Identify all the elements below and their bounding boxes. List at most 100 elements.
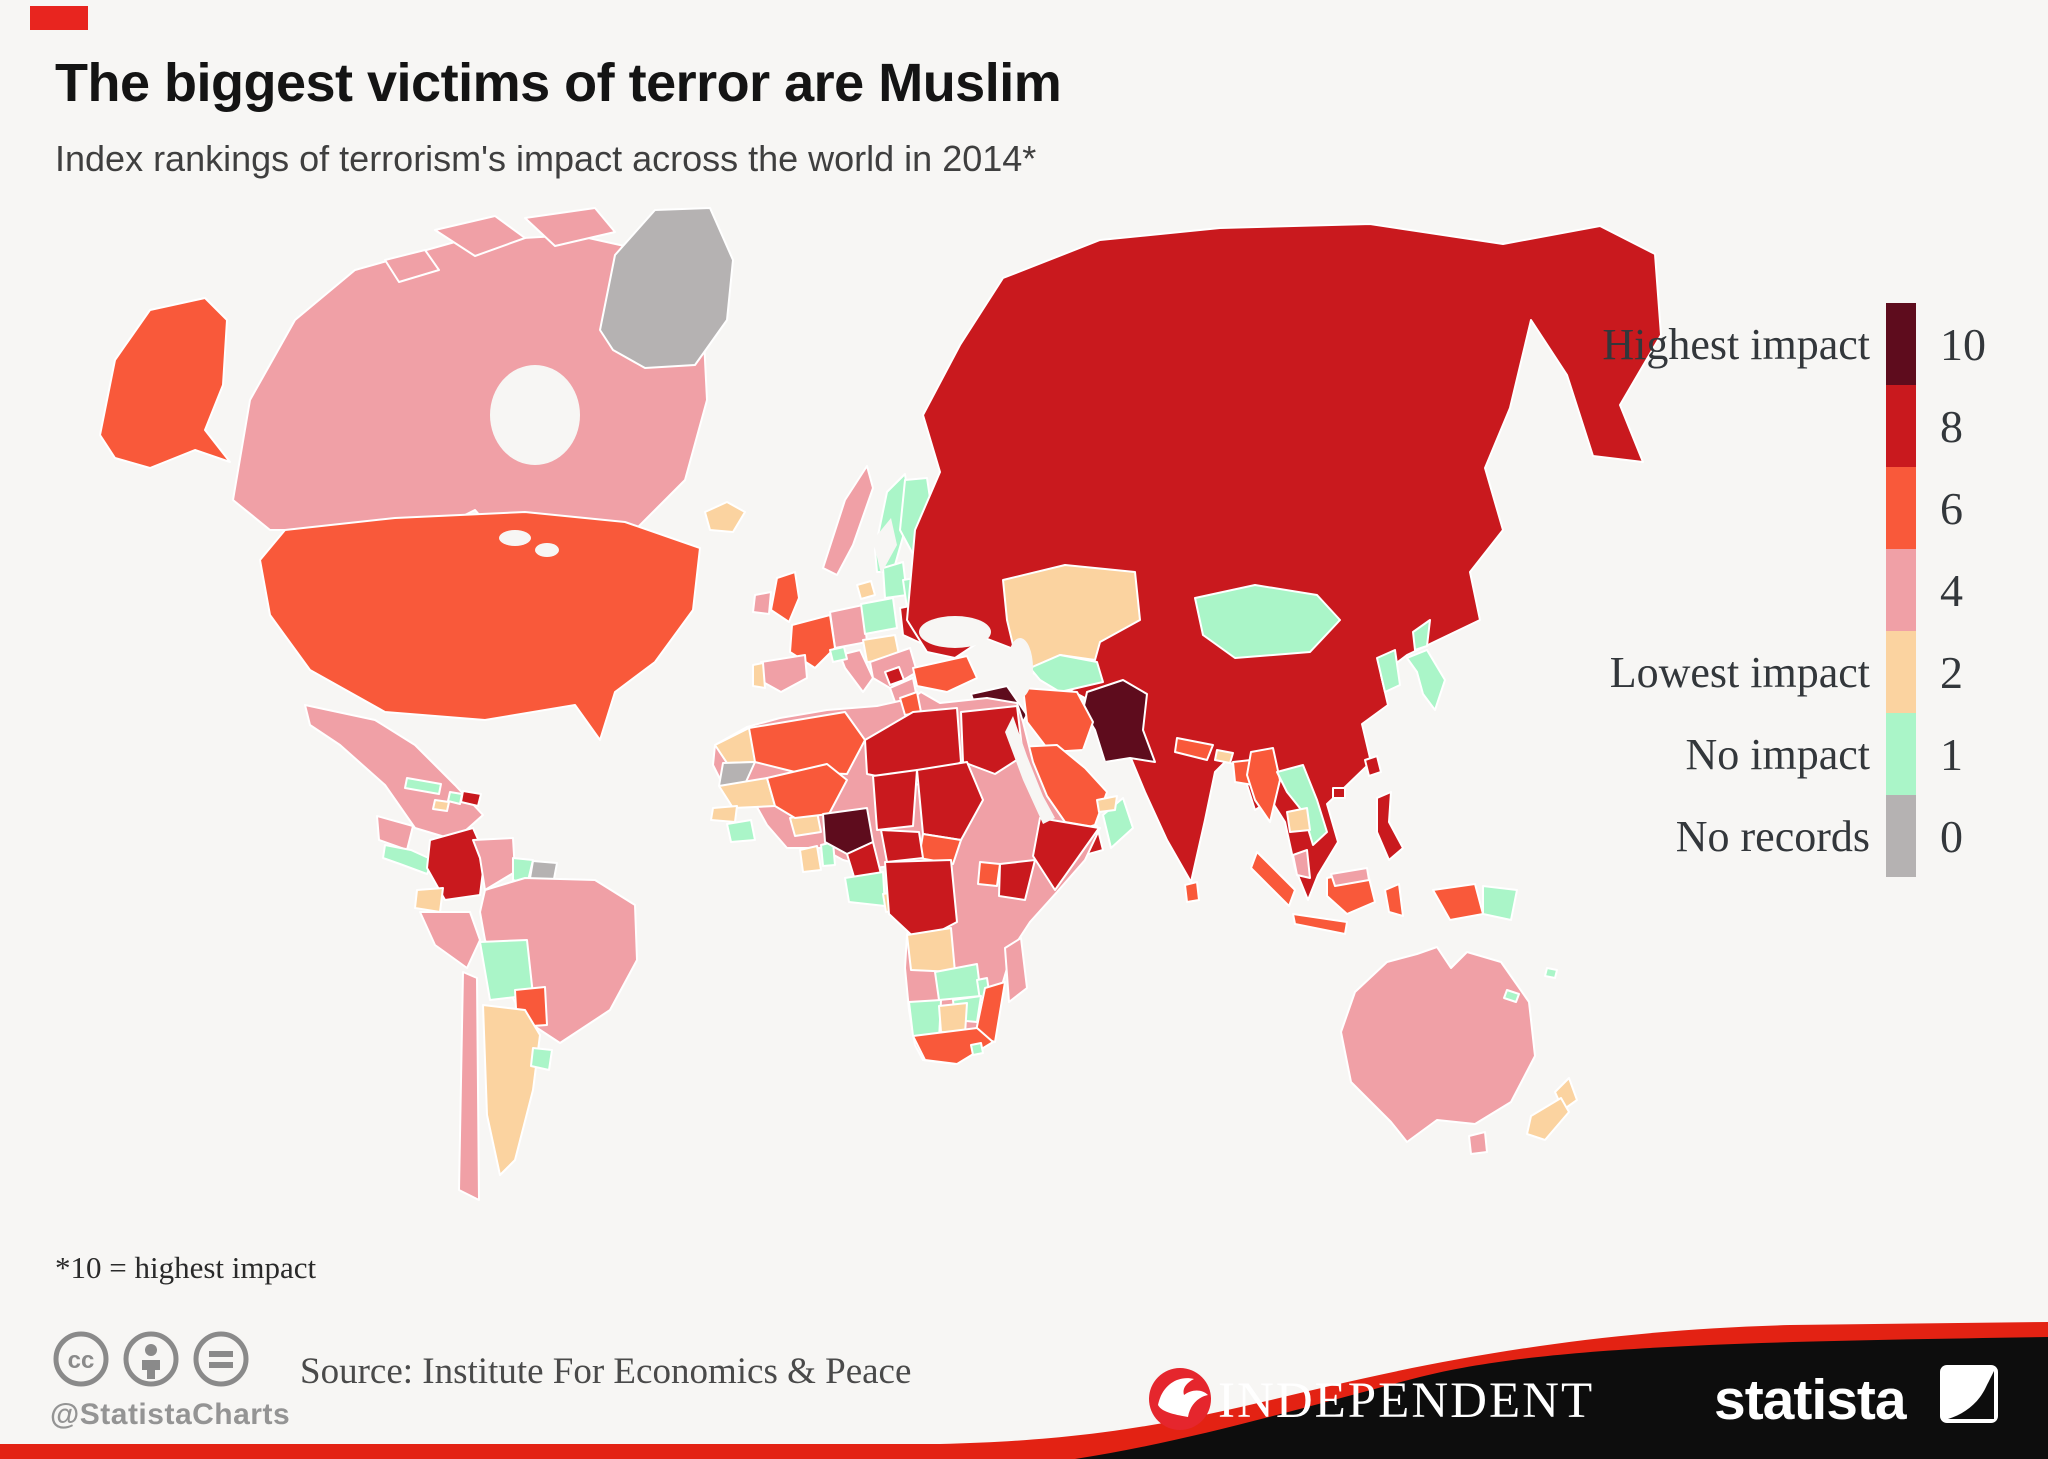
footer-black-band [1075,1337,2048,1459]
legend-value-4: 4 [1940,564,1963,616]
legend-swatch-1 [1886,713,1916,795]
country-canada-arctic-3 [384,249,440,283]
country-spain [760,654,808,693]
country-canada-arctic-2 [524,207,616,247]
country-fiji [1544,967,1558,979]
country-cambodia [1286,807,1311,833]
legend-row-1: No impact 1 [1450,713,2030,795]
cc-icon: cc [53,1331,109,1387]
country-uruguay [530,1047,553,1071]
footnote: *10 = highest impact [55,1250,317,1285]
legend-value-6: 6 [1940,482,1963,534]
statista-handle: @StatistaCharts [50,1398,291,1431]
country-korea [1376,649,1401,693]
legend-value-8: 8 [1940,400,1963,452]
country-new-zealand-south [1526,1097,1570,1141]
country-usa [259,511,701,741]
red-sea [1005,716,1055,824]
country-portugal [752,662,766,689]
country-ghana [799,845,822,873]
country-nicaragua-panama [382,844,434,875]
page-subtitle: Index rankings of terrorism's impact acr… [55,138,1037,179]
legend-value-10: 10 [1940,318,1986,370]
country-uganda [977,861,1001,887]
country-philippines [1376,791,1404,861]
legend-swatch-8 [1886,385,1916,467]
legend-value-0: 0 [1940,810,1963,862]
country-cuba [404,777,442,795]
country-myanmar [1246,747,1281,823]
independent-logo-text: INDEPENDENT [1218,1373,1594,1429]
persian-gulf [1079,748,1107,776]
hudson-bay [490,365,580,465]
country-malaysia-borneo [1330,867,1370,887]
svg-text:cc: cc [68,1347,95,1374]
legend-label-no-records: No records [1675,811,1870,861]
page-title: The biggest victims of terror are Muslim [55,53,1062,113]
attribution-person-icon [123,1331,179,1387]
legend-swatch-4 [1886,549,1916,631]
country-laos-vietnam [1276,764,1328,846]
country-mozambique [974,981,1006,1043]
country-peru [419,911,481,969]
country-japan-hokkaido [1412,619,1431,651]
country-japan-honshu [1406,649,1446,711]
legend-row-10: Highest impact 10 [1450,303,2030,385]
source-text: Source: Institute For Economics & Peace [300,1351,912,1392]
country-chile [458,971,480,1201]
legend-swatch-0 [1886,795,1916,877]
legend-row-2: Lowest impact 2 [1450,631,2030,713]
country-canada-arctic-1 [434,215,526,257]
country-poland [860,597,898,635]
country-argentina [482,1004,541,1176]
country-kenya [998,859,1036,901]
country-ireland [752,591,772,615]
country-venezuela [472,837,516,891]
country-madagascar [1004,937,1028,1003]
equals-icon [193,1331,249,1387]
legend-value-2: 2 [1940,646,1963,698]
legend-label-lowest: Lowest impact [1609,647,1870,697]
country-norway [822,465,874,576]
statista-logo-text: statista [1714,1368,1908,1432]
country-malaysia-peninsula [1292,849,1311,879]
country-gabon [844,871,886,907]
country-iceland [704,501,746,533]
country-greenland [599,207,734,369]
country-central-african-republic [880,829,924,863]
country-senegal [710,805,738,823]
great-lakes [499,530,531,546]
country-nepal [1174,737,1214,761]
country-jamaica [432,799,450,812]
country-haiti [447,791,463,805]
country-switzerland [829,646,848,663]
country-alaska [99,297,231,469]
country-balkan-south [884,666,905,686]
country-indonesia-sulawesi [1384,883,1404,917]
country-guinea [726,819,756,843]
statista-red-tab [30,6,88,30]
country-swaziland [970,1042,984,1056]
country-algeria [748,711,866,775]
great-lakes-2 [535,543,559,557]
country-guatemala-honduras [376,815,414,851]
country-chad [872,769,918,831]
country-turkey [912,655,978,693]
country-afghanistan-pakistan [1082,679,1156,763]
legend-label-highest: Highest impact [1602,319,1870,369]
country-indonesia-java [1292,913,1348,935]
legend-swatch-10 [1886,303,1916,385]
country-denmark [856,580,876,600]
country-sri-lanka [1184,881,1200,903]
footer-banner: INDEPENDENT statista [0,1322,2048,1459]
country-taiwan [1364,755,1382,777]
country-hainan [1332,787,1346,799]
legend-row-4: 4 [1450,549,2030,631]
country-somalia [1032,817,1100,891]
country-mongolia [1194,584,1341,659]
legend-value-1: 1 [1940,728,1963,780]
country-ecuador [414,887,444,913]
country-uk [770,571,800,623]
country-colombia [426,827,486,901]
country-australia [1340,946,1536,1143]
